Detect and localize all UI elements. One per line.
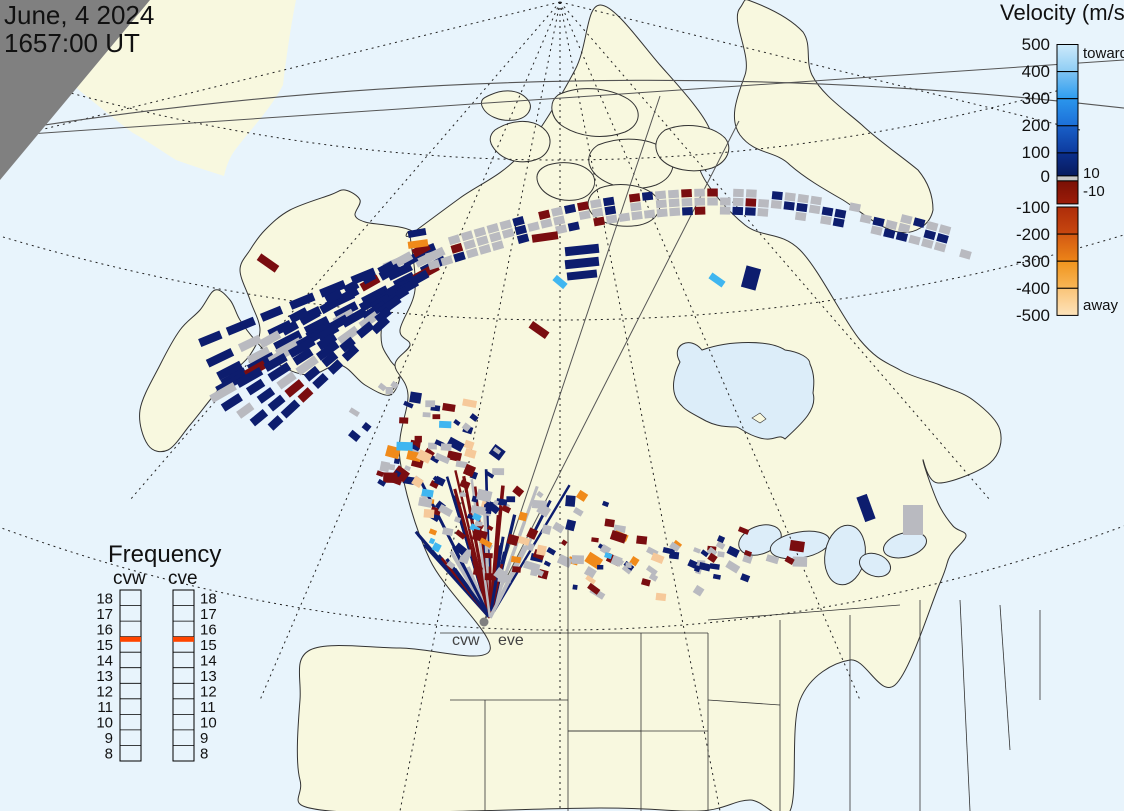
svg-text:Velocity (m/s): Velocity (m/s) [1000, 0, 1124, 25]
svg-text:17: 17 [200, 606, 217, 623]
svg-text:14: 14 [96, 653, 113, 670]
svg-text:17: 17 [96, 606, 113, 623]
svg-text:-100: -100 [1016, 198, 1050, 217]
svg-text:11: 11 [200, 699, 216, 716]
svg-text:10: 10 [96, 715, 113, 732]
svg-text:400: 400 [1022, 62, 1050, 81]
svg-text:-10: -10 [1083, 183, 1105, 200]
svg-text:-500: -500 [1016, 306, 1050, 325]
svg-text:8: 8 [200, 746, 208, 763]
svg-text:18: 18 [200, 590, 217, 607]
svg-text:-200: -200 [1016, 225, 1050, 244]
svg-text:15: 15 [96, 637, 113, 654]
svg-text:cvw: cvw [113, 568, 146, 589]
svg-text:10: 10 [1083, 165, 1100, 182]
svg-text:-300: -300 [1016, 252, 1050, 271]
svg-text:16: 16 [96, 621, 113, 638]
svg-text:cvw: cvw [452, 632, 480, 649]
svg-text:8: 8 [105, 746, 113, 763]
svg-text:June, 4 2024: June, 4 2024 [4, 0, 154, 30]
svg-text:cve: cve [168, 568, 198, 589]
svg-text:15: 15 [200, 637, 217, 654]
svg-text:11: 11 [97, 699, 113, 716]
svg-text:12: 12 [96, 684, 113, 701]
svg-text:100: 100 [1022, 143, 1050, 162]
svg-text:14: 14 [200, 653, 217, 670]
svg-text:0: 0 [1041, 167, 1050, 186]
svg-text:13: 13 [200, 668, 217, 685]
svg-text:13: 13 [96, 668, 113, 685]
svg-text:-400: -400 [1016, 279, 1050, 298]
svg-text:10: 10 [200, 715, 217, 732]
svg-text:9: 9 [105, 730, 113, 747]
svg-text:Frequency: Frequency [108, 541, 221, 568]
svg-text:12: 12 [200, 684, 217, 701]
svg-text:16: 16 [200, 621, 217, 638]
svg-text:eve: eve [498, 632, 524, 649]
svg-text:200: 200 [1022, 116, 1050, 135]
svg-text:18: 18 [96, 590, 113, 607]
svg-text:1657:00 UT: 1657:00 UT [4, 28, 140, 58]
svg-text:9: 9 [200, 730, 208, 747]
svg-text:500: 500 [1022, 35, 1050, 54]
svg-text:toward: toward [1083, 45, 1124, 62]
svg-text:away: away [1083, 297, 1119, 314]
svg-text:300: 300 [1022, 89, 1050, 108]
